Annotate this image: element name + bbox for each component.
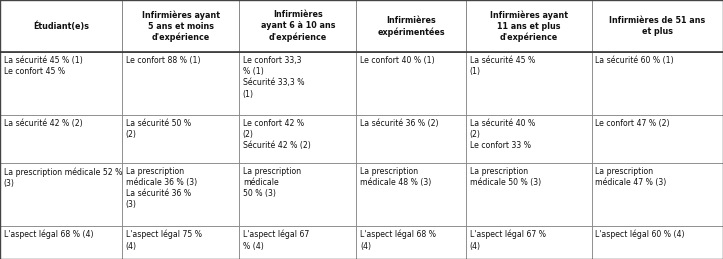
- Bar: [239, 226, 356, 259]
- Bar: [122, 226, 239, 259]
- Text: L'aspect légal 67 %
(4): L'aspect légal 67 % (4): [470, 230, 546, 250]
- Text: La prescription
médicale 47 % (3): La prescription médicale 47 % (3): [596, 167, 667, 187]
- Bar: [239, 163, 356, 226]
- Bar: [356, 163, 466, 226]
- Text: Étudiant(e)s: Étudiant(e)s: [33, 21, 89, 31]
- Bar: [356, 226, 466, 259]
- Text: Le confort 40 % (1): Le confort 40 % (1): [360, 56, 435, 65]
- Text: L'aspect légal 68 %
(4): L'aspect légal 68 % (4): [360, 230, 436, 250]
- Text: Infirmières
expérimentées: Infirmières expérimentées: [377, 16, 445, 37]
- Bar: [239, 0, 356, 52]
- Text: La sécurité 45 %
(1): La sécurité 45 % (1): [470, 56, 535, 76]
- Bar: [0, 226, 122, 259]
- Text: La sécurité 40 %
(2)
Le confort 33 %: La sécurité 40 % (2) Le confort 33 %: [470, 119, 535, 150]
- Text: La sécurité 60 % (1): La sécurité 60 % (1): [596, 56, 674, 65]
- Text: Infirmières ayant
11 ans et plus
d'expérience: Infirmières ayant 11 ans et plus d'expér…: [490, 10, 568, 42]
- Text: La prescription
médicale 48 % (3): La prescription médicale 48 % (3): [360, 167, 432, 187]
- Text: La sécurité 42 % (2): La sécurité 42 % (2): [4, 119, 82, 128]
- Bar: [0, 52, 122, 115]
- Bar: [466, 0, 592, 52]
- Bar: [466, 226, 592, 259]
- Text: Le confort 88 % (1): Le confort 88 % (1): [126, 56, 200, 65]
- Bar: [356, 52, 466, 115]
- Bar: [122, 0, 239, 52]
- Bar: [592, 163, 723, 226]
- Text: Infirmières
ayant 6 à 10 ans
d'expérience: Infirmières ayant 6 à 10 ans d'expérienc…: [260, 10, 335, 42]
- Text: La prescription
médicale
50 % (3): La prescription médicale 50 % (3): [243, 167, 301, 198]
- Bar: [466, 52, 592, 115]
- Bar: [592, 52, 723, 115]
- Text: La sécurité 36 % (2): La sécurité 36 % (2): [360, 119, 439, 128]
- Text: Le confort 47 % (2): Le confort 47 % (2): [596, 119, 670, 128]
- Text: La prescription
médicale 50 % (3): La prescription médicale 50 % (3): [470, 167, 541, 187]
- Bar: [0, 163, 122, 226]
- Text: Infirmières de 51 ans
et plus: Infirmières de 51 ans et plus: [609, 16, 706, 36]
- Bar: [356, 0, 466, 52]
- Bar: [122, 115, 239, 163]
- Bar: [592, 226, 723, 259]
- Bar: [356, 115, 466, 163]
- Text: L'aspect légal 68 % (4): L'aspect légal 68 % (4): [4, 230, 93, 240]
- Text: L'aspect légal 67
% (4): L'aspect légal 67 % (4): [243, 230, 309, 250]
- Bar: [122, 52, 239, 115]
- Bar: [466, 115, 592, 163]
- Bar: [239, 115, 356, 163]
- Bar: [0, 115, 122, 163]
- Text: La prescription
médicale 36 % (3)
La sécurité 36 %
(3): La prescription médicale 36 % (3) La séc…: [126, 167, 197, 209]
- Bar: [466, 163, 592, 226]
- Text: La sécurité 45 % (1)
Le confort 45 %: La sécurité 45 % (1) Le confort 45 %: [4, 56, 82, 76]
- Text: L'aspect légal 75 %
(4): L'aspect légal 75 % (4): [126, 230, 202, 250]
- Bar: [239, 52, 356, 115]
- Text: La prescription médicale 52 %
(3): La prescription médicale 52 % (3): [4, 167, 122, 188]
- Text: Infirmières ayant
5 ans et moins
d'expérience: Infirmières ayant 5 ans et moins d'expér…: [142, 10, 220, 42]
- Text: Le confort 42 %
(2)
Sécurité 42 % (2): Le confort 42 % (2) Sécurité 42 % (2): [243, 119, 311, 150]
- Bar: [592, 0, 723, 52]
- Text: La sécurité 50 %
(2): La sécurité 50 % (2): [126, 119, 191, 139]
- Bar: [0, 0, 122, 52]
- Text: Le confort 33,3
% (1)
Sécurité 33,3 %
(1): Le confort 33,3 % (1) Sécurité 33,3 % (1…: [243, 56, 304, 99]
- Text: L'aspect légal 60 % (4): L'aspect légal 60 % (4): [596, 230, 685, 240]
- Bar: [122, 163, 239, 226]
- Bar: [592, 115, 723, 163]
